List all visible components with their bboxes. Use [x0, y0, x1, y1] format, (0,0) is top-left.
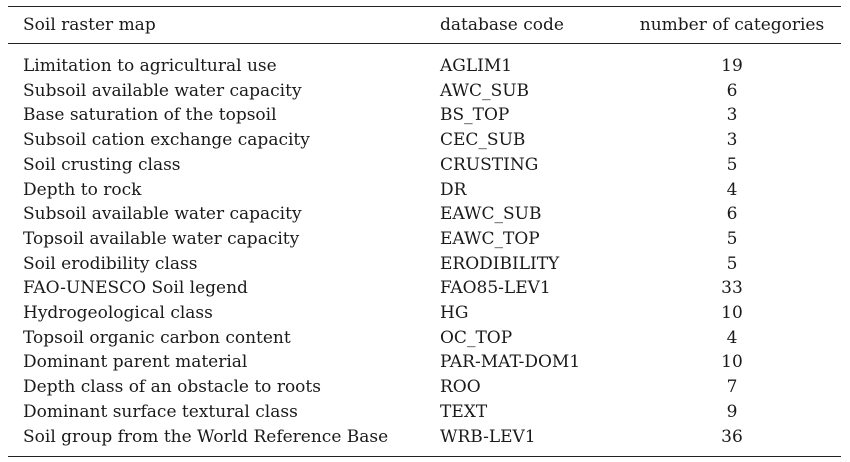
cell-soil-raster-map: Soil crusting class [23, 154, 181, 175]
cell-number-of-categories: 7 [726, 377, 738, 398]
cell-soil-raster-map: Subsoil cation exchange capacity [23, 130, 310, 151]
cell-number-of-categories: 5 [726, 228, 738, 249]
table-row: Depth class of an obstacle to roots ROO 7 [0, 375, 850, 399]
table-row: Hydrogeological class HG 10 [0, 301, 850, 325]
cell-database-code: BS_TOP [440, 105, 510, 126]
cell-number-of-categories: 10 [721, 303, 743, 323]
cell-soil-raster-map: Subsoil available water capacity [23, 80, 302, 101]
cell-database-code: PAR-MAT-DOM1 [440, 352, 581, 373]
cell-soil-raster-map: Topsoil available water capacity [23, 228, 300, 249]
cell-soil-raster-map: Dominant surface textural class [23, 401, 298, 422]
table-row: Dominant surface textural class TEXT 9 [0, 400, 850, 424]
cell-database-code: CRUSTING [440, 154, 539, 175]
cell-database-code: AGLIM1 [440, 56, 513, 76]
cell-database-code: FAO85-LEV1 [440, 278, 551, 299]
table-row: Subsoil available water capacity AWC_SUB 6 [0, 79, 850, 103]
cell-database-code: HG [440, 303, 469, 323]
cell-database-code: AWC_SUB [440, 80, 530, 101]
cell-database-code: WRB-LEV1 [440, 426, 536, 447]
cell-database-code: EAWC_TOP [440, 228, 540, 249]
cell-soil-raster-map: Subsoil available water capacity [23, 204, 302, 225]
table-row: Subsoil available water capacity EAWC_SUB… [0, 202, 850, 226]
header-database-code: database code [440, 15, 564, 35]
table-bottom-rule [8, 456, 841, 457]
cell-number-of-categories: 4 [726, 179, 738, 200]
table-row: Dominant parent material PAR-MAT-DOM1 10 [0, 350, 850, 374]
cell-number-of-categories: 3 [726, 130, 738, 151]
cell-database-code: DR [440, 179, 467, 200]
table-row: FAO-UNESCO Soil legend FAO85-LEV1 33 [0, 276, 850, 300]
cell-database-code: ERODIBILITY [440, 253, 560, 274]
table-row: Soil crusting class CRUSTING 5 [0, 153, 850, 177]
header-soil-raster-map: Soil raster map [23, 15, 156, 35]
cell-number-of-categories: 33 [721, 278, 743, 299]
table-row: Subsoil cation exchange capacity CEC_SUB 3 [0, 128, 850, 152]
cell-number-of-categories: 19 [721, 56, 743, 76]
cell-number-of-categories: 6 [726, 204, 738, 225]
cell-number-of-categories: 4 [726, 327, 738, 348]
cell-number-of-categories: 10 [721, 352, 743, 373]
cell-soil-raster-map: Soil erodibility class [23, 253, 198, 274]
header-number-of-categories: number of categories [639, 15, 825, 35]
cell-soil-raster-map: Depth class of an obstacle to roots [23, 377, 321, 398]
table-row: Topsoil organic carbon content OC_TOP 4 [0, 326, 850, 350]
cell-database-code: TEXT [440, 401, 488, 422]
cell-number-of-categories: 6 [726, 80, 738, 101]
cell-soil-raster-map: Depth to rock [23, 179, 142, 200]
cell-number-of-categories: 5 [726, 154, 738, 175]
table-top-rule [8, 6, 841, 7]
cell-soil-raster-map: Hydrogeological class [23, 303, 213, 323]
cell-soil-raster-map: Limitation to agricultural use [23, 56, 277, 76]
table-row: Soil group from the World Reference Base… [0, 425, 850, 449]
cell-soil-raster-map: Dominant parent material [23, 352, 248, 373]
cell-database-code: ROO [440, 377, 481, 398]
cell-database-code: EAWC_SUB [440, 204, 542, 225]
table-row: Base saturation of the topsoil BS_TOP 3 [0, 103, 850, 127]
cell-soil-raster-map: Base saturation of the topsoil [23, 105, 277, 126]
cell-number-of-categories: 36 [721, 426, 743, 447]
table-row: Depth to rock DR 4 [0, 178, 850, 202]
table-row: Soil erodibility class ERODIBILITY 5 [0, 252, 850, 276]
cell-number-of-categories: 5 [726, 253, 738, 274]
table-header: Soil raster map database code number of … [0, 13, 850, 37]
cell-soil-raster-map: FAO-UNESCO Soil legend [23, 278, 248, 299]
cell-database-code: OC_TOP [440, 327, 513, 348]
cell-number-of-categories: 9 [726, 401, 738, 422]
cell-database-code: CEC_SUB [440, 130, 526, 151]
cell-soil-raster-map: Soil group from the World Reference Base [23, 426, 389, 447]
cell-number-of-categories: 3 [726, 105, 738, 126]
table-row: Topsoil available water capacity EAWC_TOP… [0, 227, 850, 251]
table-row: Limitation to agricultural use AGLIM1 19 [0, 54, 850, 78]
cell-soil-raster-map: Topsoil organic carbon content [23, 327, 291, 348]
table-header-rule [8, 43, 841, 44]
